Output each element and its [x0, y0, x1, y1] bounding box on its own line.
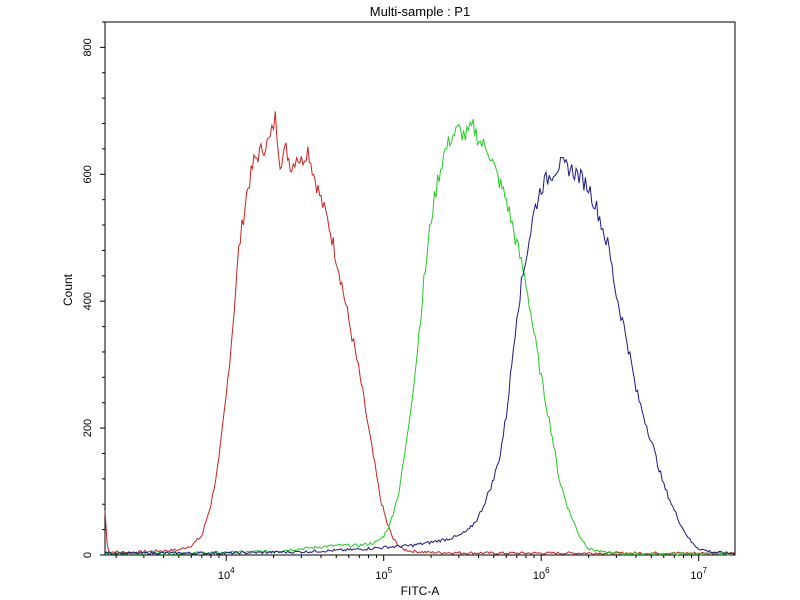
plot-area [104, 21, 736, 556]
series-lines [104, 111, 736, 556]
x-axis-label: FITC-A [401, 584, 440, 598]
y-axis-label: Count [61, 273, 75, 306]
y-axis: 0 200 400 600 800 [82, 38, 105, 558]
y-tick-label: 400 [82, 292, 94, 310]
x-tick-label: 104 [218, 566, 235, 582]
x-tick-label: 105 [375, 566, 392, 582]
y-tick-label: 0 [82, 552, 94, 558]
minor-ticks [102, 21, 700, 561]
y-tick-label: 600 [82, 165, 94, 183]
series-line-1 [104, 111, 736, 556]
series-line-2 [104, 118, 736, 556]
series-line-3 [104, 156, 736, 556]
y-tick-label: 200 [82, 419, 94, 437]
chart-title: Multi-sample : P1 [370, 4, 470, 19]
y-tick-label: 800 [82, 38, 94, 56]
x-tick-label: 107 [690, 566, 707, 582]
x-tick-label: 106 [533, 566, 550, 582]
x-axis: 104 105 106 107 [218, 566, 708, 582]
